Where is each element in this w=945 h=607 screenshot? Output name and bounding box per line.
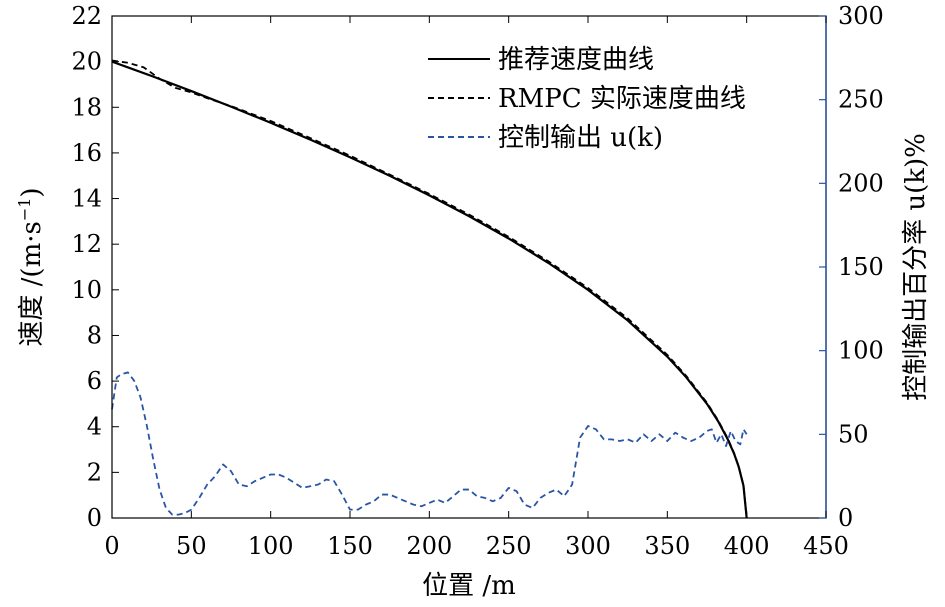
y-tick-label-1: 2 (87, 458, 102, 486)
legend-label-recommended: 推荐速度曲线 (498, 45, 654, 75)
x-tick-label-6: 300 (565, 532, 611, 560)
y-tick-label-0: 0 (87, 504, 102, 532)
y2-tick-label-0: 0 (838, 504, 853, 532)
x-tick-label-9: 450 (803, 532, 849, 560)
y2-tick-label-5: 250 (838, 86, 884, 114)
x-tick-label-5: 250 (486, 532, 532, 560)
y-tick-label-9: 18 (71, 93, 102, 121)
y2-tick-label-2: 100 (838, 337, 884, 365)
y-tick-label-11: 22 (71, 2, 102, 30)
y-axis-title: 速度 /(m·s−1) (15, 187, 47, 346)
y-tick-label-2: 4 (87, 413, 102, 441)
x-tick-label-8: 400 (724, 532, 770, 560)
y-tick-label-10: 20 (71, 48, 102, 76)
y2-axis-title: 控制输出百分率 u(k)% (901, 133, 931, 401)
x-tick-label-7: 350 (644, 532, 690, 560)
legend: 推荐速度曲线 RMPC 实际速度曲线 控制输出 u(k) (428, 45, 746, 153)
y2-tick-label-4: 200 (838, 169, 884, 197)
y-tick-label-3: 6 (87, 367, 102, 395)
y2-tick-label-1: 50 (838, 420, 869, 448)
x-tick-label-2: 100 (248, 532, 294, 560)
y-tick-label-5: 10 (71, 276, 102, 304)
x-tick-label-1: 50 (176, 532, 207, 560)
y-axis-title-close: ) (17, 187, 47, 197)
x-tick-label-0: 0 (104, 532, 119, 560)
legend-label-control: 控制输出 u(k) (498, 123, 663, 153)
series-rmpc-speed (111, 59, 748, 519)
x-tick-label-4: 200 (406, 532, 452, 560)
y-axis-title-main: 速度 /(m·s (17, 221, 47, 346)
y-tick-label-4: 8 (87, 321, 102, 349)
y-tick-label-7: 14 (71, 185, 102, 213)
series-control-output (111, 371, 748, 516)
y-tick-label-8: 16 (71, 139, 102, 167)
y-axis-title-superscript: −1 (15, 198, 34, 222)
x-tick-label-3: 150 (327, 532, 373, 560)
legend-label-rmpc: RMPC 实际速度曲线 (498, 84, 746, 114)
y-tick-label-6: 12 (71, 230, 102, 258)
x-axis-title: 位置 /m (422, 571, 516, 601)
y2-tick-label-6: 300 (838, 2, 884, 30)
y2-tick-label-3: 150 (838, 253, 884, 281)
